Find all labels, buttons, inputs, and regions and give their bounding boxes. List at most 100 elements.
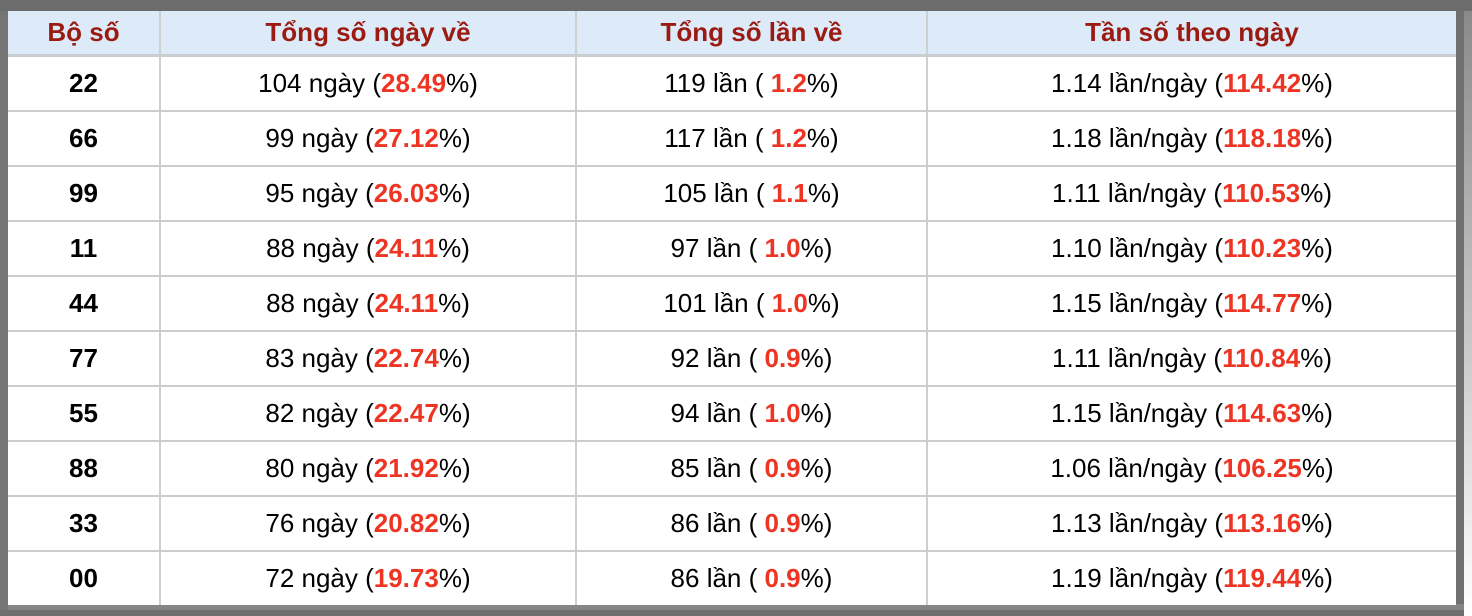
cell-frequency: 1.14 lần/ngày (114.42%): [926, 55, 1456, 112]
days-text: 80 ngày (: [265, 453, 374, 483]
times-text: 92 lần (: [670, 343, 765, 373]
cell-total-days: 99 ngày (27.12%): [159, 111, 576, 167]
cell-total-times: 86 lần ( 0.9%): [575, 496, 927, 552]
days-percent: 19.73: [373, 563, 439, 593]
left-frame-bar: [0, 11, 8, 616]
cell-total-days: 88 ngày (24.11%): [159, 221, 576, 277]
days-text: 104 ngày (: [258, 68, 381, 98]
cell-pair-number: 22: [8, 55, 160, 112]
cell-total-times: 117 lần ( 1.2%): [575, 111, 927, 167]
stats-table: Bộ số Tổng số ngày về Tổng số lần về Tần…: [8, 11, 1456, 605]
header-row: Bộ số Tổng số ngày về Tổng số lần về Tần…: [8, 11, 1456, 57]
table-row: 11 88 ngày (24.11%) 97 lần ( 1.0%) 1.10 …: [8, 221, 1456, 277]
times-text: 94 lần (: [670, 398, 765, 428]
freq-text-close: %): [1301, 68, 1333, 98]
freq-text-close: %): [1301, 233, 1333, 263]
bottom-frame-bar: [0, 610, 1464, 616]
col-header-total-days: Tổng số ngày về: [159, 11, 576, 57]
freq-text: 1.10 lần/ngày (: [1051, 233, 1224, 263]
cell-total-days: 104 ngày (28.49%): [159, 55, 576, 112]
cell-pair-number: 00: [8, 551, 160, 605]
freq-percent: 114.42: [1223, 68, 1302, 98]
cell-frequency: 1.06 lần/ngày (106.25%): [926, 441, 1456, 497]
cell-frequency: 1.15 lần/ngày (114.77%): [926, 276, 1456, 332]
freq-text: 1.11 lần/ngày (: [1052, 178, 1223, 208]
pair-number: 77: [69, 343, 98, 373]
right-frame-bar: [1456, 11, 1464, 604]
freq-percent: 110.53: [1222, 178, 1301, 208]
pair-number: 11: [69, 233, 98, 263]
table-row: 33 76 ngày (20.82%) 86 lần ( 0.9%) 1.13 …: [8, 496, 1456, 552]
freq-text-close: %): [1301, 508, 1333, 538]
cell-total-times: 86 lần ( 0.9%): [575, 551, 927, 605]
days-text-close: %): [438, 563, 471, 593]
days-percent: 22.74: [373, 343, 439, 373]
freq-text-close: %): [1301, 288, 1333, 318]
cell-frequency: 1.15 lần/ngày (114.63%): [926, 386, 1456, 442]
days-text-close: %): [446, 68, 478, 98]
days-text: 95 ngày (: [265, 178, 374, 208]
freq-text-close: %): [1301, 398, 1333, 428]
cell-pair-number: 88: [8, 441, 160, 497]
times-text-close: %): [807, 288, 840, 318]
table-row: 22 104 ngày (28.49%) 119 lần ( 1.2%) 1.1…: [8, 55, 1456, 112]
table-row: 44 88 ngày (24.11%) 101 lần ( 1.0%) 1.15…: [8, 276, 1456, 332]
cell-total-times: 85 lần ( 0.9%): [575, 441, 927, 497]
times-text-close: %): [807, 178, 840, 208]
days-text-close: %): [438, 343, 471, 373]
table-row: 77 83 ngày (22.74%) 92 lần ( 0.9%) 1.11 …: [8, 331, 1456, 387]
days-percent: 20.82: [373, 508, 439, 538]
pair-number: 00: [69, 563, 98, 593]
pair-number: 88: [69, 453, 98, 483]
days-text-close: %): [438, 398, 471, 428]
cell-total-days: 82 ngày (22.47%): [159, 386, 576, 442]
col-header-frequency-per-day: Tần số theo ngày: [926, 11, 1456, 57]
table-row: 00 72 ngày (19.73%) 86 lần ( 0.9%) 1.19 …: [8, 551, 1456, 605]
cell-total-times: 119 lần ( 1.2%): [575, 55, 927, 112]
freq-text: 1.15 lần/ngày (: [1051, 288, 1224, 318]
right-edge-strip: [1464, 11, 1472, 616]
freq-text: 1.13 lần/ngày (: [1051, 508, 1224, 538]
freq-percent: 114.63: [1223, 398, 1302, 428]
freq-text-close: %): [1301, 123, 1333, 153]
freq-percent: 118.18: [1223, 123, 1302, 153]
freq-text: 1.15 lần/ngày (: [1051, 398, 1224, 428]
days-percent: 28.49: [381, 68, 447, 98]
freq-text: 1.11 lần/ngày (: [1052, 343, 1223, 373]
times-text: 101 lần (: [663, 288, 772, 318]
times-percent: 1.0: [764, 233, 801, 263]
cell-frequency: 1.11 lần/ngày (110.84%): [926, 331, 1456, 387]
table-row: 66 99 ngày (27.12%) 117 lần ( 1.2%) 1.18…: [8, 111, 1456, 167]
times-text-close: %): [800, 398, 833, 428]
freq-percent: 113.16: [1223, 508, 1302, 538]
times-percent: 0.9: [764, 343, 801, 373]
times-text: 119 lần (: [664, 68, 771, 98]
days-text: 76 ngày (: [265, 508, 374, 538]
freq-text-close: %): [1300, 178, 1332, 208]
times-percent: 1.1: [771, 178, 808, 208]
table-row: 55 82 ngày (22.47%) 94 lần ( 1.0%) 1.15 …: [8, 386, 1456, 442]
cell-total-days: 83 ngày (22.74%): [159, 331, 576, 387]
days-text: 99 ngày (: [265, 123, 374, 153]
cell-pair-number: 11: [8, 221, 160, 277]
cell-pair-number: 33: [8, 496, 160, 552]
days-percent: 26.03: [373, 178, 439, 208]
top-frame-bar: [0, 0, 1472, 11]
cell-pair-number: 44: [8, 276, 160, 332]
freq-text-close: %): [1301, 563, 1333, 593]
freq-text-close: %): [1300, 343, 1332, 373]
days-text-close: %): [438, 123, 471, 153]
days-text-close: %): [438, 233, 470, 263]
times-percent: 0.9: [764, 563, 801, 593]
cell-frequency: 1.18 lần/ngày (118.18%): [926, 111, 1456, 167]
pair-number: 99: [69, 178, 98, 208]
days-text: 88 ngày (: [266, 233, 375, 263]
cell-pair-number: 55: [8, 386, 160, 442]
days-text-close: %): [438, 453, 471, 483]
days-percent: 24.11: [374, 233, 439, 263]
freq-text: 1.14 lần/ngày (: [1051, 68, 1224, 98]
times-text: 117 lần (: [664, 123, 771, 153]
cell-total-times: 92 lần ( 0.9%): [575, 331, 927, 387]
cell-pair-number: 66: [8, 111, 160, 167]
cell-total-days: 95 ngày (26.03%): [159, 166, 576, 222]
